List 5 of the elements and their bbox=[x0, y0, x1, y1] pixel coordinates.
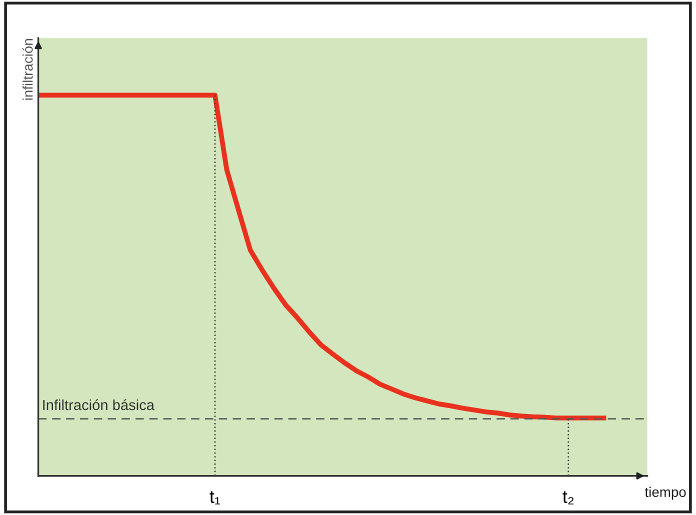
x-axis-title: tiempo bbox=[644, 486, 686, 500]
x-tick-label: t₂ bbox=[562, 491, 574, 504]
x-tick-label: t₁ bbox=[210, 491, 220, 504]
y-axis-title: infiltración bbox=[22, 39, 33, 100]
ref-line-label: Infiltración básica bbox=[43, 399, 154, 410]
